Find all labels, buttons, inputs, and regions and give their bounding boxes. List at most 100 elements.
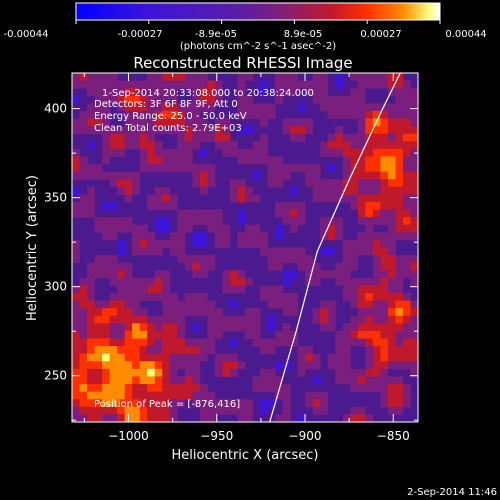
heatmap-cell [365, 346, 374, 355]
heatmap-cell [214, 239, 223, 248]
heatmap-cell [335, 376, 344, 385]
heatmap-cell [162, 201, 171, 210]
heatmap-cell [245, 110, 253, 119]
heatmap-cell [169, 323, 178, 332]
heatmap-cell [282, 73, 291, 81]
heatmap-cell [342, 262, 351, 271]
heatmap-cell [117, 338, 126, 347]
heatmap-cell [154, 156, 163, 165]
heatmap-cell [72, 186, 80, 195]
heatmap-cell [87, 414, 95, 422]
heatmap-cell [282, 255, 291, 264]
heatmap-cell [380, 186, 389, 195]
heatmap-cell [102, 73, 111, 81]
heatmap-cell [372, 110, 381, 119]
heatmap-cell [102, 353, 111, 362]
heatmap-cell [124, 384, 133, 393]
heatmap-cell [327, 315, 336, 324]
heatmap-cell [245, 308, 253, 317]
heatmap-cell [305, 88, 314, 97]
heatmap-cell [109, 255, 118, 264]
heatmap-cell [290, 73, 299, 81]
heatmap-cell [402, 224, 411, 233]
heatmap-cell [154, 80, 163, 89]
heatmap-cell [207, 338, 216, 347]
heatmap-cell [387, 338, 396, 347]
heatmap-cell [102, 308, 111, 317]
heatmap-cell [192, 133, 201, 142]
heatmap-cell [162, 164, 171, 173]
heatmap-cell [267, 338, 276, 347]
heatmap-cell [79, 368, 88, 377]
heatmap-cell [184, 80, 193, 89]
heatmap-cell [87, 270, 95, 279]
heatmap-cell [87, 285, 95, 294]
heatmap-cell [380, 118, 389, 127]
heatmap-cell [154, 148, 163, 157]
heatmap-cell [267, 285, 276, 294]
heatmap-cell [139, 164, 148, 173]
heatmap-cell [109, 338, 118, 347]
heatmap-cell [207, 209, 216, 218]
heatmap-cell [380, 148, 389, 157]
heatmap-cell [267, 293, 276, 302]
heatmap-cell [132, 88, 141, 97]
heatmap-cell [132, 376, 141, 385]
heatmap-cell [94, 330, 103, 339]
heatmap-cell [154, 361, 163, 370]
heatmap-cell [372, 262, 381, 271]
heatmap-cell [192, 255, 201, 264]
heatmap-cell [87, 201, 95, 210]
heatmap-cell [72, 368, 80, 377]
heatmap-cell [297, 103, 306, 112]
heatmap-cell [342, 376, 351, 385]
heatmap-cell [124, 368, 133, 377]
heatmap-cell [199, 232, 208, 241]
heatmap-cell [387, 133, 396, 142]
heatmap-cell [184, 255, 193, 264]
heatmap-cell [402, 323, 411, 332]
heatmap-cell [335, 338, 344, 347]
heatmap-cell [357, 156, 366, 165]
heatmap-cell [267, 103, 276, 112]
heatmap-cell [222, 323, 231, 332]
heatmap-cell [222, 148, 231, 157]
heatmap-cell [109, 126, 118, 135]
heatmap-cell [139, 141, 148, 150]
timestamp: 2-Sep-2014 11:46 [407, 487, 497, 498]
heatmap-cell [410, 270, 418, 279]
heatmap-cell [380, 110, 389, 119]
heatmap-cell [357, 293, 366, 302]
heatmap-cell [312, 179, 321, 188]
heatmap-cell [192, 126, 201, 135]
heatmap-cell [139, 224, 148, 233]
heatmap-cell [177, 376, 186, 385]
heatmap-cell [387, 315, 396, 324]
heatmap-cell [177, 232, 186, 241]
heatmap-cell [260, 239, 268, 248]
heatmap-cell [109, 323, 118, 332]
heatmap-cell [312, 171, 321, 180]
heatmap-cell [124, 103, 133, 112]
heatmap-cell [102, 103, 111, 112]
heatmap-cell [387, 103, 396, 112]
heatmap-cell [305, 353, 314, 362]
heatmap-cell [124, 353, 133, 362]
heatmap-cell [380, 391, 389, 400]
heatmap-cell [124, 361, 133, 370]
heatmap-cell [267, 323, 276, 332]
heatmap-cell [350, 201, 359, 210]
heatmap-cell [102, 201, 111, 210]
heatmap-cell [199, 164, 208, 173]
heatmap-cell [380, 73, 389, 81]
heatmap-cell [94, 406, 103, 415]
heatmap-cell [395, 148, 404, 157]
heatmap-cell [237, 414, 246, 422]
heatmap-cell [192, 179, 201, 188]
colorbar-tick-label: -8.9e-05 [195, 29, 237, 40]
heatmap-cell [245, 148, 253, 157]
heatmap-cell [395, 156, 404, 165]
heatmap-cell [342, 141, 351, 150]
y-axis-label: Heliocentric Y (arcsec) [25, 175, 40, 321]
heatmap-cell [109, 95, 118, 104]
